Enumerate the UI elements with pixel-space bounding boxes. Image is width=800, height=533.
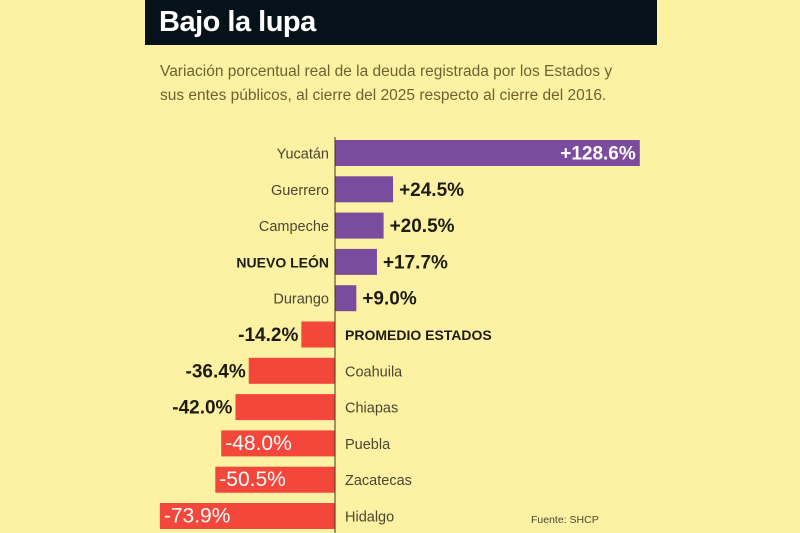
data-label: -50.5% — [219, 468, 286, 491]
bar — [215, 466, 335, 493]
title-bar: Bajo la lupa — [145, 0, 657, 45]
category-label: PROMEDIO ESTADOS — [345, 327, 492, 343]
bar — [335, 212, 384, 239]
category-label: Campeche — [259, 219, 329, 235]
bar — [335, 285, 357, 312]
category-label: Durango — [273, 292, 329, 308]
bar — [221, 430, 335, 457]
data-label: +17.7% — [383, 252, 448, 273]
category-label: Chiapas — [345, 401, 398, 417]
category-label: Coahuila — [345, 364, 403, 380]
data-label: +9.0% — [362, 289, 417, 310]
data-label: -48.0% — [225, 432, 292, 455]
category-label: Puebla — [345, 437, 391, 453]
data-label: +128.6% — [560, 144, 636, 165]
category-label: Guerrero — [271, 183, 329, 199]
category-label: Hidalgo — [345, 510, 394, 526]
data-label: -14.2% — [238, 325, 298, 346]
data-label: -42.0% — [172, 398, 232, 419]
bar — [335, 140, 640, 166]
data-label: +24.5% — [399, 180, 464, 201]
source-note: Fuente: SHCP — [531, 514, 599, 526]
category-label: NUEVO LEÓN — [236, 253, 329, 270]
data-label: +20.5% — [390, 216, 455, 237]
chart-subtitle: Variación porcentual real de la deuda re… — [160, 63, 613, 104]
bar — [248, 357, 335, 384]
category-label: Yucatán — [277, 147, 329, 163]
bar — [301, 321, 335, 348]
chart-title: Bajo la lupa — [159, 6, 316, 38]
bar — [235, 394, 335, 421]
bar — [159, 503, 335, 529]
bar — [335, 248, 377, 275]
category-label: Zacatecas — [345, 473, 412, 489]
bar — [335, 176, 394, 203]
data-label: -73.9% — [164, 505, 231, 528]
data-label: -36.4% — [186, 361, 246, 382]
